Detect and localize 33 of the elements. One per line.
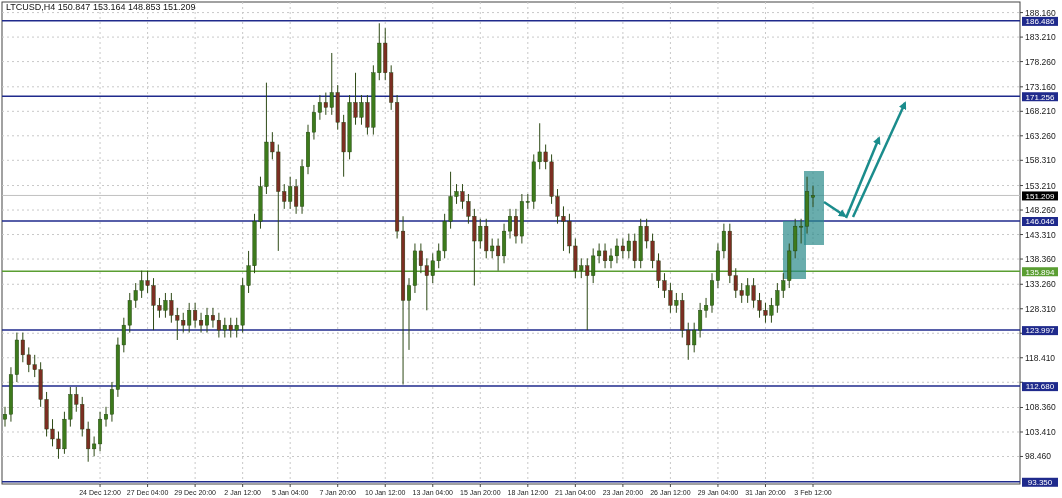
candlestick [205,307,209,334]
candlestick [407,277,411,351]
ref-line-label: 135.894 [1025,267,1056,277]
y-tick-label: 133.260 [1025,279,1056,290]
ref-line-label: 171.256 [1025,92,1056,102]
candlestick [508,208,512,240]
y-tick-label: 173.160 [1025,81,1056,92]
chart-title: LTCUSD,H4 150.847 153.164 148.853 151.209 [6,2,196,12]
y-tick-label: 118.410 [1025,352,1056,363]
y-tick-label: 148.260 [1025,205,1056,216]
y-tick-label: 158.310 [1025,155,1056,166]
y-tick-label: 153.210 [1025,180,1056,191]
y-tick-label: 168.210 [1025,106,1056,117]
ref-line-label: 112.680 [1025,382,1055,392]
y-tick-label: 103.410 [1025,426,1056,437]
y-tick-label: 128.310 [1025,303,1056,314]
ref-line-label: 93.350 [1027,478,1053,488]
y-tick-label: 188.160 [1025,7,1056,18]
ref-line-label: 186.486 [1025,17,1056,27]
ref-line-label: 151.209 [1025,191,1056,201]
candlestick [104,406,108,428]
y-tick-label: 108.360 [1025,402,1056,413]
y-tick-label: 143.310 [1025,229,1056,240]
y-tick-label: 138.360 [1025,254,1056,265]
y-tick-label: 98.460 [1025,451,1052,462]
y-tick-label: 163.260 [1025,130,1056,141]
candlestick [3,406,7,428]
candlestick [811,185,815,208]
y-tick-label: 178.260 [1025,56,1056,67]
ref-line-label: 123.997 [1025,326,1056,336]
ref-line-label: 146.046 [1025,217,1056,227]
candlestick [609,247,613,269]
y-tick-label: 183.210 [1025,32,1056,43]
